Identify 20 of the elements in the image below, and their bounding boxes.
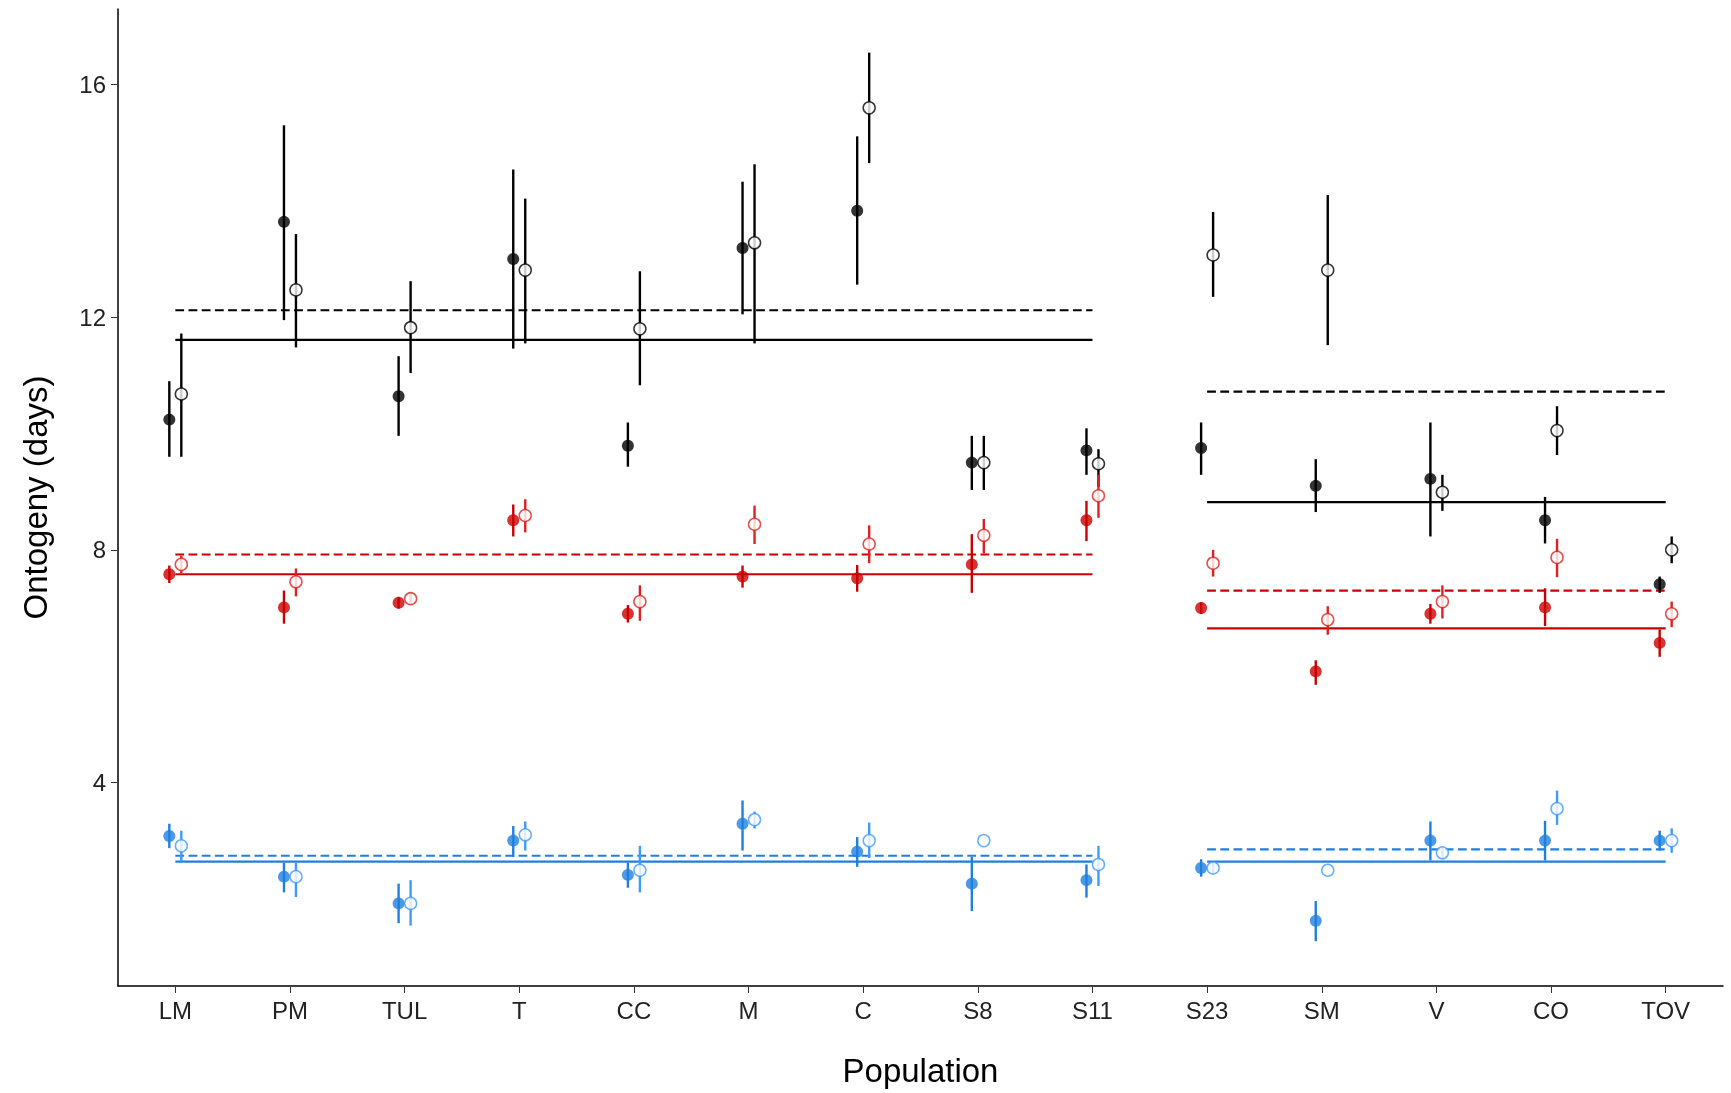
y-tick-label: 12 <box>79 303 106 331</box>
x-tick-label: TUL <box>381 996 428 1024</box>
x-tick-label: TOV <box>1641 996 1691 1024</box>
y-tick-label: 16 <box>79 71 106 99</box>
x-tick-label: CO <box>1533 996 1570 1024</box>
y-tick-label: 4 <box>92 768 106 796</box>
x-tick-label: LM <box>158 996 192 1024</box>
x-tick-label: S23 <box>1185 996 1229 1024</box>
x-axis-title: Population <box>842 1052 999 1089</box>
x-tick-label: S8 <box>963 996 993 1024</box>
x-tick-label: SM <box>1303 996 1340 1024</box>
y-tick-label: 8 <box>92 536 106 564</box>
x-tick-label: T <box>511 996 527 1024</box>
x-tick-label: S11 <box>1072 996 1113 1024</box>
x-tick-label: V <box>1428 996 1445 1024</box>
x-tick-label: M <box>738 996 759 1024</box>
x-tick-label: C <box>854 996 872 1024</box>
y-axis-title: Ontogeny (days) <box>17 375 54 620</box>
x-tick-label: PM <box>271 996 308 1024</box>
x-tick-label: CC <box>616 996 652 1024</box>
